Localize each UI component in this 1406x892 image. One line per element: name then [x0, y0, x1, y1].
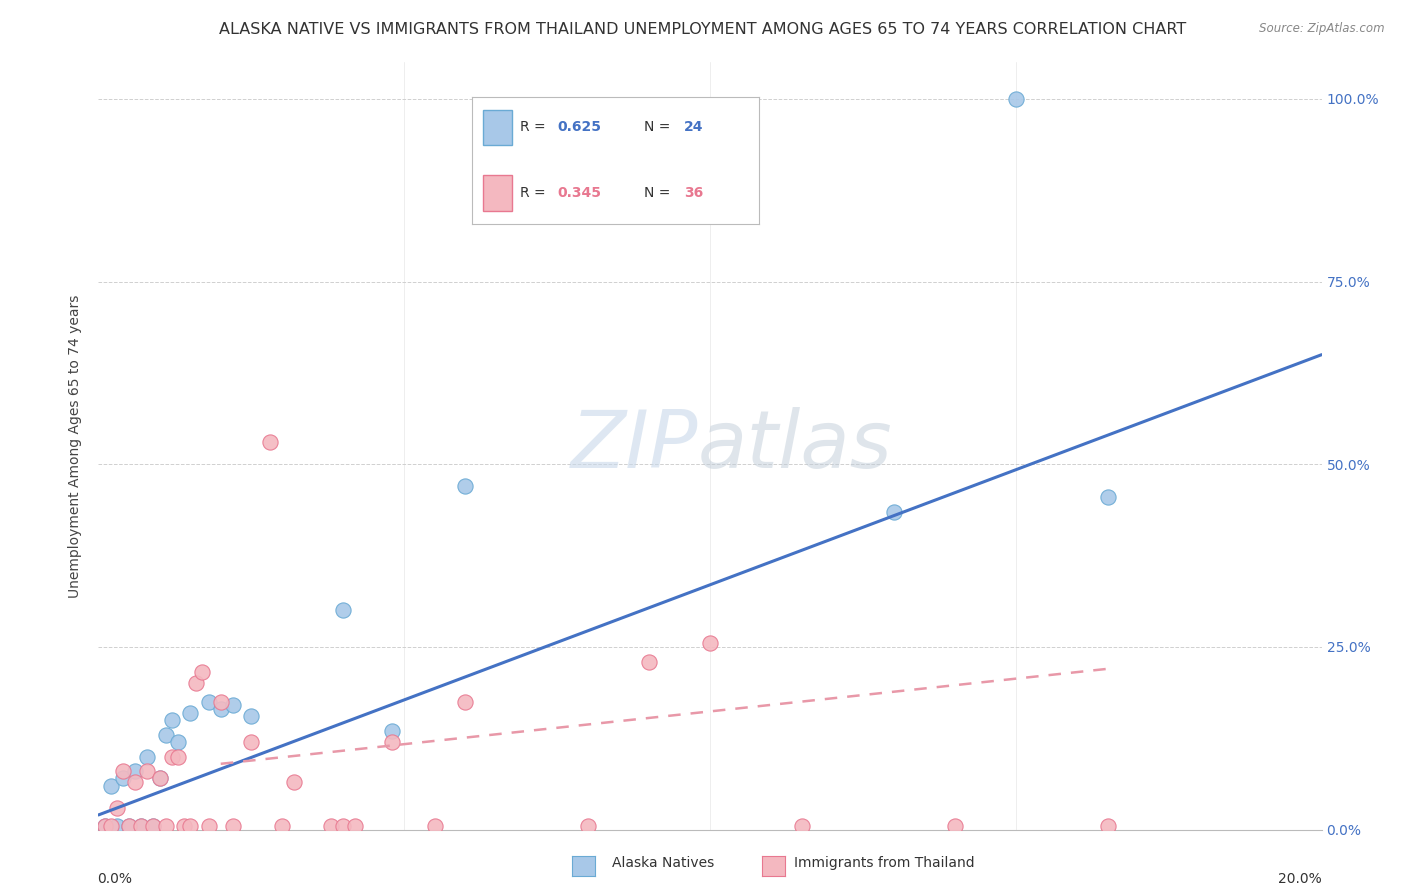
Text: Immigrants from Thailand: Immigrants from Thailand: [794, 856, 974, 871]
Point: [197, 819, 219, 833]
Point: [454, 695, 477, 709]
Point: [136, 764, 159, 778]
Point: [105, 819, 128, 833]
Point: [167, 749, 190, 764]
Point: [100, 779, 122, 793]
Point: [129, 819, 152, 833]
Point: [381, 723, 404, 738]
Point: [576, 819, 599, 833]
Text: ZIP: ZIP: [571, 407, 697, 485]
Point: [100, 819, 122, 833]
Text: atlas: atlas: [697, 407, 893, 485]
Point: [160, 749, 183, 764]
Point: [105, 800, 128, 814]
Point: [222, 819, 245, 833]
Point: [209, 695, 232, 709]
Point: [160, 713, 183, 727]
Point: [118, 819, 141, 833]
Point: [1097, 819, 1119, 833]
Point: [155, 819, 177, 833]
Text: Alaska Natives: Alaska Natives: [612, 856, 714, 871]
Point: [790, 819, 813, 833]
Point: [1004, 92, 1026, 106]
Point: [136, 749, 159, 764]
Point: [699, 636, 721, 650]
Point: [943, 819, 966, 833]
Point: [118, 819, 141, 833]
Point: [149, 772, 172, 786]
Point: [155, 728, 177, 742]
Text: ALASKA NATIVE VS IMMIGRANTS FROM THAILAND UNEMPLOYMENT AMONG AGES 65 TO 74 YEARS: ALASKA NATIVE VS IMMIGRANTS FROM THAILAN…: [219, 22, 1187, 37]
Point: [142, 819, 165, 833]
Point: [270, 819, 292, 833]
Point: [381, 735, 404, 749]
Point: [222, 698, 245, 713]
Point: [283, 775, 305, 789]
Point: [167, 735, 190, 749]
Point: [179, 706, 201, 720]
Point: [1097, 490, 1119, 504]
Point: [142, 819, 165, 833]
Point: [129, 819, 152, 833]
Point: [883, 505, 905, 519]
Point: [111, 772, 134, 786]
Y-axis label: Unemployment Among Ages 65 to 74 years: Unemployment Among Ages 65 to 74 years: [69, 294, 83, 598]
Point: [259, 435, 281, 450]
Point: [173, 819, 195, 833]
Point: [186, 676, 208, 690]
Point: [454, 479, 477, 493]
Point: [93, 819, 115, 833]
Point: [124, 775, 146, 789]
Point: [124, 764, 146, 778]
Point: [149, 772, 172, 786]
Text: 0.0%: 0.0%: [97, 871, 132, 886]
Point: [179, 819, 201, 833]
Point: [197, 695, 219, 709]
Point: [423, 819, 446, 833]
Point: [344, 819, 367, 833]
Point: [191, 665, 214, 680]
Point: [240, 709, 263, 723]
Point: [111, 764, 134, 778]
Point: [209, 702, 232, 716]
Text: 20.0%: 20.0%: [1278, 871, 1322, 886]
Point: [240, 735, 263, 749]
Text: Source: ZipAtlas.com: Source: ZipAtlas.com: [1260, 22, 1385, 36]
Point: [637, 655, 661, 669]
Point: [332, 603, 354, 617]
Point: [93, 819, 115, 833]
Point: [332, 819, 354, 833]
Point: [319, 819, 342, 833]
